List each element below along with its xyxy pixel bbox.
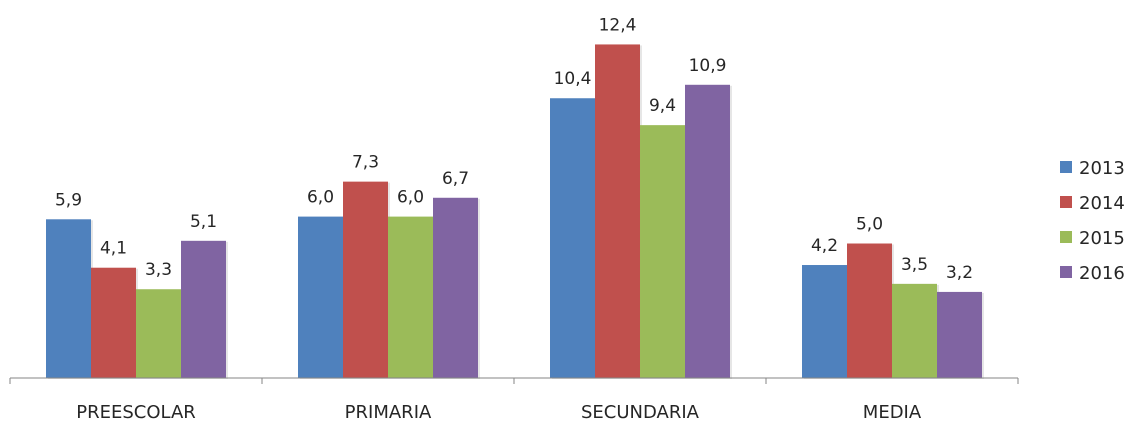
bar-2013-secundaria (550, 98, 595, 379)
data-label-2013-primaria: 6,0 (307, 188, 334, 208)
legend: 2013 2014 2015 2016 (1060, 158, 1125, 284)
x-axis: PREESCOLAR PRIMARIA SECUNDARIA MEDIA (9, 377, 1019, 423)
data-label-2014-media: 5,0 (856, 215, 883, 235)
bar-2014-primaria (343, 181, 388, 378)
x-tick-label-media: MEDIA (863, 402, 922, 423)
data-label-2014-primaria: 7,3 (352, 153, 379, 173)
data-label-2016-preescolar: 5,1 (190, 212, 217, 232)
data-label-2015-primaria: 6,0 (397, 188, 424, 208)
legend-label-2015: 2015 (1079, 228, 1125, 249)
data-label-2016-secundaria: 10,9 (689, 56, 727, 76)
bar-2016-media (937, 291, 982, 378)
bar-2015-secundaria (640, 125, 685, 378)
data-label-2013-media: 4,2 (811, 236, 838, 256)
legend-swatch-2014 (1060, 196, 1072, 208)
legend-label-2013: 2013 (1079, 158, 1125, 179)
data-label-2016-primaria: 6,7 (442, 169, 469, 189)
data-label-2013-secundaria: 10,4 (554, 69, 592, 89)
legend-label-2016: 2016 (1079, 263, 1125, 284)
x-tick-label-preescolar: PREESCOLAR (76, 402, 196, 423)
data-label-2014-preescolar: 4,1 (100, 239, 127, 259)
bar-2014-preescolar (91, 267, 136, 378)
data-label-2014-secundaria: 12,4 (599, 15, 637, 35)
bar-2013-preescolar (46, 219, 91, 378)
bars-layer (46, 44, 984, 380)
bar-2013-primaria (298, 216, 343, 378)
data-label-2015-preescolar: 3,3 (145, 260, 172, 280)
legend-swatch-2016 (1060, 266, 1072, 278)
legend-swatch-2015 (1060, 231, 1072, 243)
bar-2015-media (892, 283, 937, 378)
data-label-2013-preescolar: 5,9 (55, 190, 82, 210)
data-labels-layer: 5,9 4,1 3,3 5,1 6,0 7,3 6,0 6,7 10,4 12,4 9,4 10,9 4… (55, 15, 973, 282)
bar-2013-media (802, 265, 847, 378)
bar-2015-preescolar (136, 289, 181, 378)
bar-2016-primaria (433, 197, 478, 378)
data-label-2016-media: 3,2 (946, 263, 973, 283)
bar-2016-secundaria (685, 84, 730, 378)
x-tick-label-secundaria: SECUNDARIA (581, 402, 700, 423)
bar-2014-media (847, 243, 892, 378)
x-tick-label-primaria: PRIMARIA (345, 402, 432, 423)
legend-swatch-2013 (1060, 161, 1072, 173)
bar-2014-secundaria (595, 44, 640, 378)
data-label-2015-secundaria: 9,4 (649, 96, 676, 116)
legend-label-2014: 2014 (1079, 193, 1125, 214)
bar-2016-preescolar (181, 240, 226, 378)
bar-2015-primaria (388, 216, 433, 378)
data-label-2015-media: 3,5 (901, 255, 928, 275)
